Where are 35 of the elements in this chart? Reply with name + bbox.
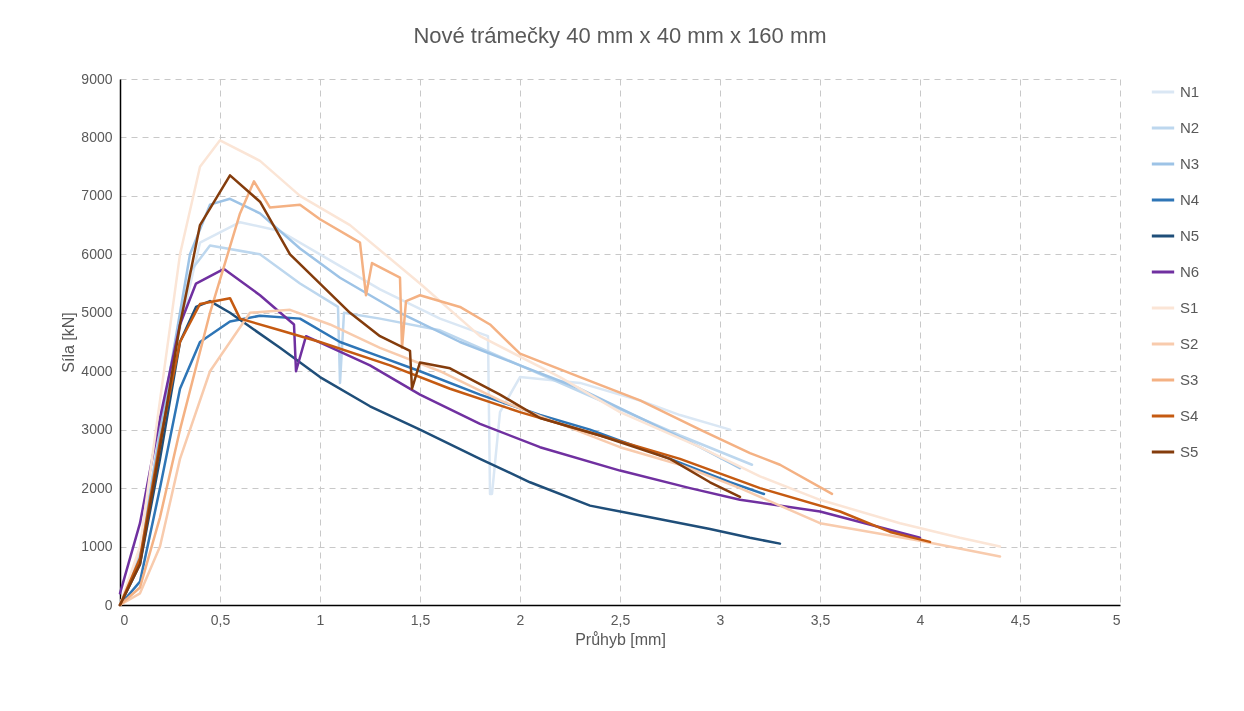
y-tick-label: 7000 xyxy=(81,187,113,204)
y-tick-label: 9000 xyxy=(81,70,113,87)
x-tick-label: 1,5 xyxy=(410,611,431,628)
y-tick-label: 0 xyxy=(104,596,113,613)
y-tick-label: 2000 xyxy=(81,479,113,496)
y-tick-label: 4000 xyxy=(81,362,113,379)
x-axis-title: Průhyb [mm] xyxy=(575,630,666,648)
legend-label: S3 xyxy=(1180,371,1199,388)
x-tick-label: 1 xyxy=(316,611,325,628)
legend-label: N3 xyxy=(1180,155,1200,172)
y-tick-label: 1000 xyxy=(81,538,113,555)
y-tick-label: 8000 xyxy=(81,128,113,145)
legend-label: S2 xyxy=(1180,335,1199,352)
legend-label: N2 xyxy=(1180,119,1200,136)
legend-label: N6 xyxy=(1180,263,1200,280)
x-tick-label: 0 xyxy=(120,611,129,628)
y-axis-title: Síla [kN] xyxy=(60,312,78,373)
chart-title: Nové trámečky 40 mm x 40 mm x 160 mm xyxy=(413,23,827,48)
legend-label: N5 xyxy=(1180,227,1200,244)
y-tick-label: 3000 xyxy=(81,421,113,438)
legend-label: S4 xyxy=(1180,407,1199,424)
x-tick-label: 5 xyxy=(1112,611,1121,628)
legend-label: N4 xyxy=(1180,191,1200,208)
legend-label: S1 xyxy=(1180,299,1199,316)
x-tick-label: 3,5 xyxy=(810,611,831,628)
y-tick-label: 6000 xyxy=(81,245,113,262)
x-tick-label: 3 xyxy=(716,611,725,628)
x-tick-label: 2 xyxy=(516,611,525,628)
x-tick-label: 2,5 xyxy=(610,611,631,628)
x-tick-label: 4,5 xyxy=(1010,611,1031,628)
legend-label: S5 xyxy=(1180,443,1199,460)
x-tick-label: 0,5 xyxy=(210,611,231,628)
x-tick-label: 4 xyxy=(916,611,925,628)
y-tick-label: 5000 xyxy=(81,304,113,321)
legend-label: N1 xyxy=(1180,83,1200,100)
